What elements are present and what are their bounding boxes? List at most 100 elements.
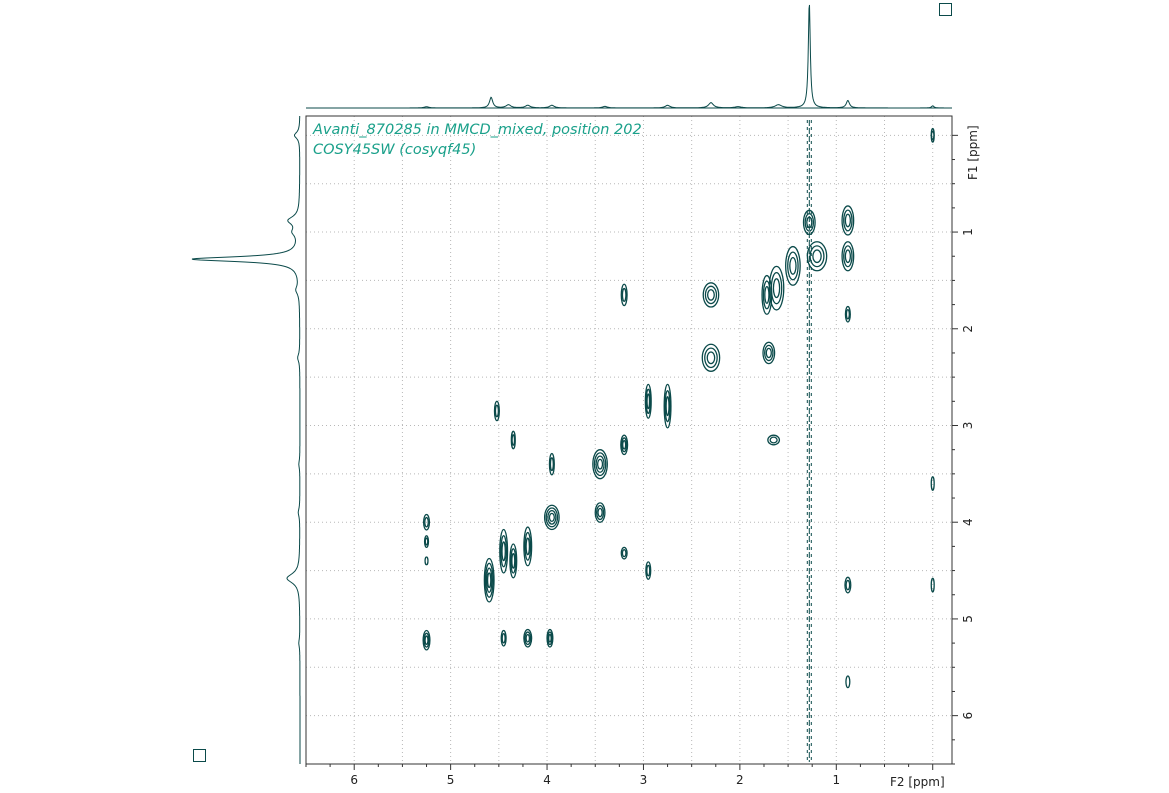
contour-ring <box>422 513 431 531</box>
cross-peak <box>620 546 628 560</box>
cross-peak <box>499 528 509 574</box>
f1-tick-label: 4 <box>961 518 975 526</box>
cross-peak <box>644 383 652 419</box>
cross-peak <box>761 274 773 315</box>
contour-ring <box>494 404 500 418</box>
cross-peak <box>702 282 720 308</box>
contour-ring <box>423 535 430 549</box>
contour-ring <box>548 452 555 476</box>
contour-ring <box>493 400 500 422</box>
contour-ring <box>806 241 828 272</box>
contour-ring <box>500 629 507 647</box>
contour-ring <box>622 440 627 450</box>
contour-ring <box>621 287 627 302</box>
contour-ring <box>664 389 671 423</box>
contour-ring <box>787 251 799 281</box>
contour-ring <box>523 526 533 567</box>
contour-ring <box>845 579 851 591</box>
f1-tick-label: 6 <box>961 712 975 720</box>
f2-projection-trace <box>306 4 952 109</box>
contour-ring <box>804 213 815 232</box>
contour-ring <box>765 347 772 359</box>
contour-ring <box>524 631 532 646</box>
cross-peak <box>509 543 518 579</box>
contour-ring <box>525 633 531 643</box>
f1-projection-spectrum <box>191 116 301 764</box>
contour-ring <box>545 507 559 528</box>
cross-peak <box>841 205 855 236</box>
contour-ring <box>665 396 670 417</box>
contour-ring <box>843 245 853 268</box>
cross-peak <box>844 576 852 594</box>
plot-frame-rect <box>305 115 953 765</box>
contour-ring <box>597 507 603 518</box>
contour-ring <box>930 476 935 491</box>
contour-ring <box>485 567 493 593</box>
f2-tick-label: 4 <box>543 773 551 787</box>
contour-ring <box>930 130 935 141</box>
contour-ring <box>841 241 855 272</box>
f2-projection-toggle-box[interactable] <box>939 3 952 16</box>
contour-ring <box>597 458 604 470</box>
contour-ring <box>546 628 554 648</box>
cross-peak <box>806 241 828 272</box>
cross-peak <box>493 400 500 422</box>
grid-layer <box>306 116 952 764</box>
cross-peak <box>424 556 429 566</box>
contour-ring <box>501 541 506 562</box>
contour-ring <box>593 452 607 477</box>
contour-ring <box>424 556 429 566</box>
cross-peak <box>844 305 851 323</box>
contour-ring <box>764 344 774 362</box>
cross-peak <box>546 628 554 648</box>
f1-projection-trace <box>191 116 301 764</box>
f1-tick-label: 3 <box>961 422 975 430</box>
contour-layer <box>422 120 935 762</box>
contour-ring <box>646 393 651 410</box>
contour-ring <box>620 283 628 307</box>
contour-ring <box>844 249 851 264</box>
contour-ring <box>621 437 628 453</box>
contour-ring <box>501 632 506 644</box>
contour-ring <box>645 388 651 415</box>
contour-ring <box>499 528 509 574</box>
contour-ring <box>523 628 533 648</box>
contour-ring <box>510 548 517 574</box>
cross-peak <box>422 629 431 651</box>
cross-peak <box>592 449 608 480</box>
contour-ring <box>762 341 776 365</box>
contour-ring <box>806 216 813 229</box>
contour-ring <box>500 535 508 568</box>
contour-ring <box>509 543 518 579</box>
contour-ring <box>543 504 560 531</box>
contour-ring <box>930 577 935 593</box>
contour-ring <box>646 564 651 577</box>
contour-ring <box>549 457 554 472</box>
plot-frame <box>305 107 953 765</box>
f2-axis: 6 5 4 3 2 1 <box>305 764 934 787</box>
contour-ring <box>424 635 429 645</box>
cross-peak <box>523 628 533 648</box>
contour-ring <box>595 504 605 521</box>
cross-peak <box>423 535 430 549</box>
title-line-2: COSY45SW (cosyqf45) <box>313 142 477 158</box>
cross-peak <box>930 476 935 491</box>
f1-projection-toggle-box[interactable] <box>193 749 206 762</box>
contour-ring <box>511 434 516 446</box>
cross-peak <box>620 283 628 307</box>
contour-ring <box>547 510 557 525</box>
contour-ring <box>802 209 816 236</box>
cross-peak <box>523 526 533 567</box>
contour-ring <box>594 502 606 523</box>
contour-ring <box>706 289 715 301</box>
contour-ring <box>812 249 822 264</box>
f1-axis-label: F1 [ppm] <box>966 125 980 180</box>
f2-tick-label: 3 <box>640 773 648 787</box>
contour-ring <box>762 280 771 310</box>
contour-ring <box>524 531 532 561</box>
contour-ring <box>423 632 430 648</box>
f2-tick-label: 1 <box>832 773 840 787</box>
f2-tick-label: 5 <box>447 773 455 787</box>
contour-ring <box>620 546 628 560</box>
